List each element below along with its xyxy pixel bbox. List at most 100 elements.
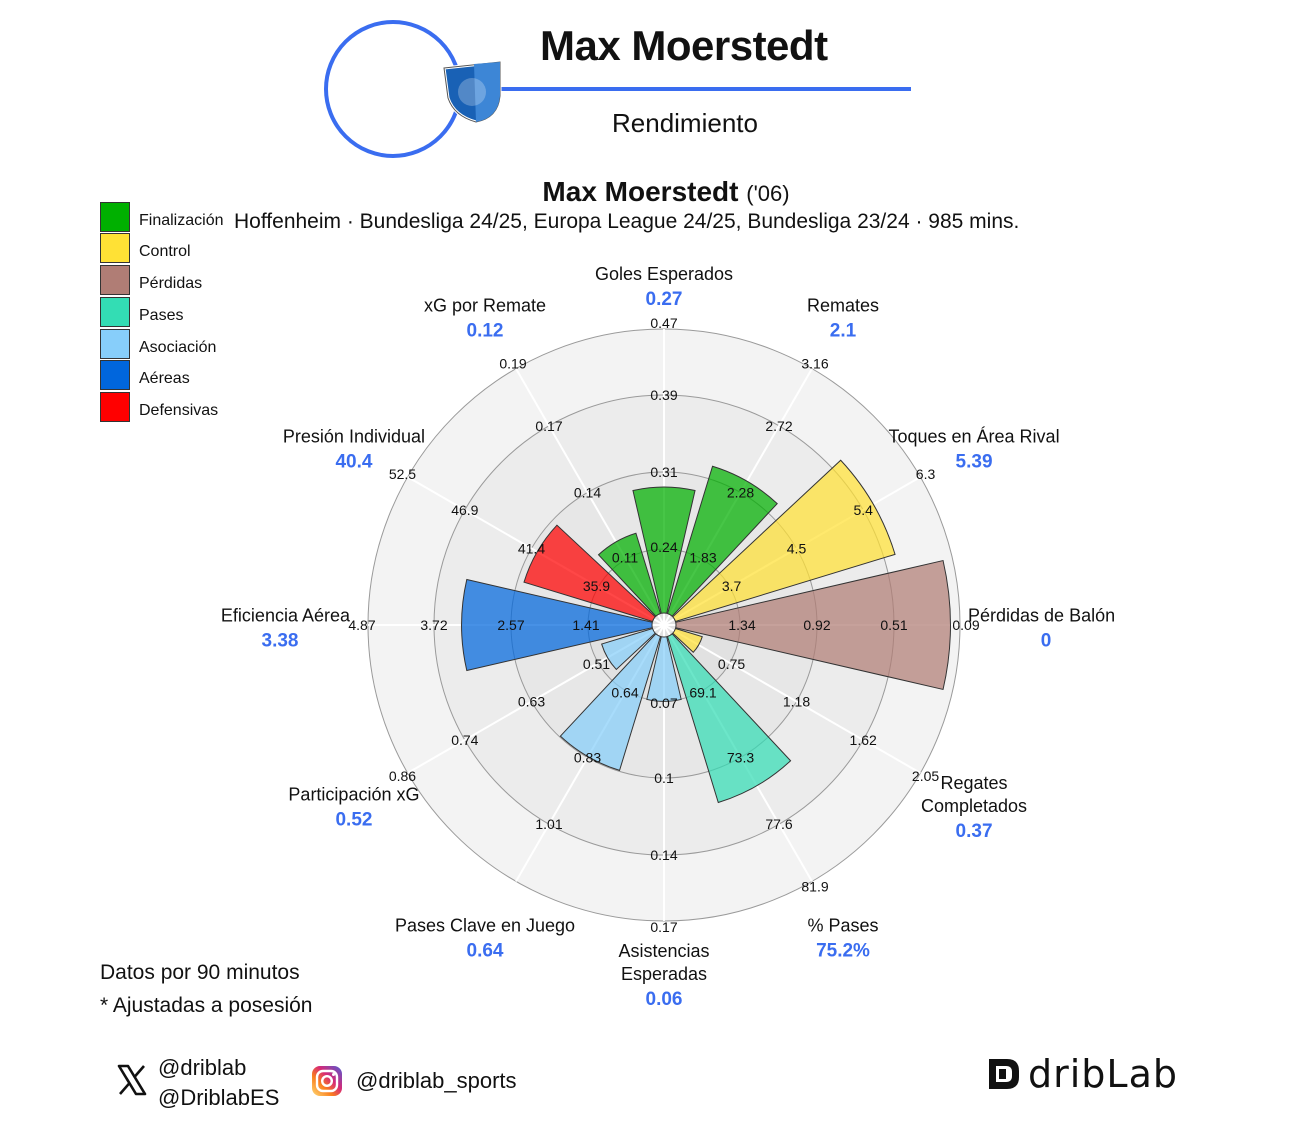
bar-2 — [666, 465, 778, 617]
tick-label: 41.4 — [518, 541, 545, 557]
hoffenheim-crest — [442, 60, 502, 124]
metric-value: 0.64 — [467, 941, 504, 962]
legend-label: Aéreas — [139, 370, 190, 387]
bar-10 — [461, 578, 653, 672]
tick-label: 0.63 — [518, 694, 545, 710]
tick-label: 2.57 — [497, 617, 524, 633]
chart-metric-labels: Goles Esperados 0.27 Remates 2.1 Toques en Á… — [221, 264, 1115, 1010]
chart-title: Max Moerstedt ('06) — [0, 176, 1312, 208]
header-graphics — [324, 20, 911, 158]
tick-label: 77.6 — [765, 816, 792, 832]
tick-label: 35.9 — [583, 578, 610, 594]
legend-swatch — [100, 297, 130, 327]
tick-label: 0.14 — [574, 484, 601, 500]
tick-label: 1.34 — [728, 617, 755, 633]
chart-spoke — [663, 624, 921, 774]
legend-swatch — [100, 265, 130, 295]
metric-value: 0.12 — [467, 320, 504, 341]
metric-label: Pases Clave en Juego — [395, 916, 575, 936]
tick-label: 0.31 — [650, 464, 677, 480]
legend-swatch — [100, 360, 130, 390]
tick-label: 0.51 — [880, 617, 907, 633]
tick-label: 2.72 — [765, 418, 792, 434]
metric-value: 5.39 — [956, 452, 993, 473]
tick-label: 1.62 — [850, 732, 877, 748]
metric-label: Presión Individual — [283, 427, 425, 447]
tick-label: 2.05 — [912, 768, 939, 784]
player-name-header: Max Moerstedt — [540, 22, 828, 69]
tick-label: 0.75 — [718, 656, 745, 672]
legend-swatch — [100, 392, 130, 422]
bar-9 — [601, 627, 656, 671]
instagram-handle[interactable]: @driblab_sports — [356, 1068, 517, 1093]
tick-label: 1.18 — [783, 694, 810, 710]
tick-label: 0.17 — [535, 418, 562, 434]
bar-12 — [597, 532, 662, 617]
tick-label: 0.14 — [650, 847, 677, 863]
metric-value: 0.37 — [956, 821, 993, 842]
tick-label: 0.64 — [611, 685, 638, 701]
bar-7 — [646, 636, 682, 702]
legend-label: Finalización — [139, 212, 224, 229]
x-handle-1[interactable]: @driblab — [158, 1055, 247, 1080]
tick-label: 46.9 — [451, 502, 478, 518]
note-per90: Datos por 90 minutos — [100, 961, 300, 984]
tick-label: 5.4 — [853, 502, 873, 518]
metric-label: Regates — [941, 773, 1008, 793]
metric-label: Participación xG — [288, 785, 419, 805]
tick-label: 3.7 — [722, 578, 742, 594]
chart-title-name: Max Moerstedt — [542, 176, 739, 207]
legend-label: Pases — [139, 307, 184, 324]
metric-value: 0 — [1041, 631, 1052, 652]
legend-swatch — [100, 329, 130, 359]
chart-tick-labels: 0.24 0.31 0.39 0.47 1.83 2.28 2.72 3.16 3.7 4.5 5.… — [348, 315, 979, 935]
bar-11 — [523, 524, 656, 623]
tick-label: 0.19 — [499, 355, 526, 371]
tick-label: 6.3 — [916, 466, 936, 482]
legend-label: Asociación — [139, 339, 217, 356]
header-subtitle: Rendimiento — [612, 108, 758, 138]
metric-label: Toques en Área Rival — [888, 427, 1059, 447]
tick-label: 3.16 — [801, 355, 828, 371]
tick-label: 4.5 — [787, 541, 807, 557]
legend-swatch — [100, 202, 130, 232]
tick-label: 52.5 — [389, 466, 416, 482]
tick-label: 81.9 — [801, 879, 828, 895]
tick-label: 0.92 — [803, 617, 830, 633]
tick-label: 0.86 — [389, 768, 416, 784]
metric-label: xG por Remate — [424, 295, 546, 315]
bar-1 — [632, 486, 696, 614]
metric-value: 0.27 — [646, 289, 683, 310]
legend-label: Defensivas — [139, 402, 219, 419]
legend-swatch — [100, 233, 130, 263]
brand-wordmark: dribLab — [1028, 1052, 1179, 1096]
tick-label: 0.83 — [574, 750, 601, 766]
notes: Datos por 90 minutos * Ajustadas a poses… — [100, 956, 312, 1022]
tick-label: 4.87 — [348, 617, 375, 633]
tick-label: 0.17 — [650, 919, 677, 935]
driblab-logo — [989, 1059, 1019, 1089]
metric-value: 0.52 — [335, 810, 372, 831]
tick-label: 73.3 — [727, 750, 754, 766]
metric-value: 0.06 — [646, 989, 683, 1010]
x-logo-icon[interactable] — [116, 1064, 148, 1096]
tick-label: 0.47 — [650, 315, 677, 331]
metric-label: Esperadas — [621, 964, 707, 984]
tick-label: 2.28 — [727, 484, 754, 500]
metric-value: 2.1 — [830, 320, 857, 341]
tick-label: 0.1 — [654, 770, 674, 786]
tick-label: 69.1 — [689, 685, 716, 701]
tick-label: 1.41 — [572, 617, 599, 633]
bar-5 — [672, 627, 703, 653]
instagram-icon[interactable] — [312, 1066, 342, 1096]
chart-bars — [461, 459, 951, 804]
metric-label: Pérdidas de Balón — [968, 606, 1115, 626]
tick-label: 0.74 — [451, 732, 478, 748]
note-possession: * Ajustadas a posesión — [100, 994, 313, 1017]
metric-label: Goles Esperados — [595, 264, 733, 284]
x-handle-2[interactable]: @DriblabES — [158, 1085, 280, 1110]
legend-label: Pérdidas — [139, 275, 203, 292]
bar-3 — [672, 459, 896, 623]
tick-label: 0.39 — [650, 387, 677, 403]
